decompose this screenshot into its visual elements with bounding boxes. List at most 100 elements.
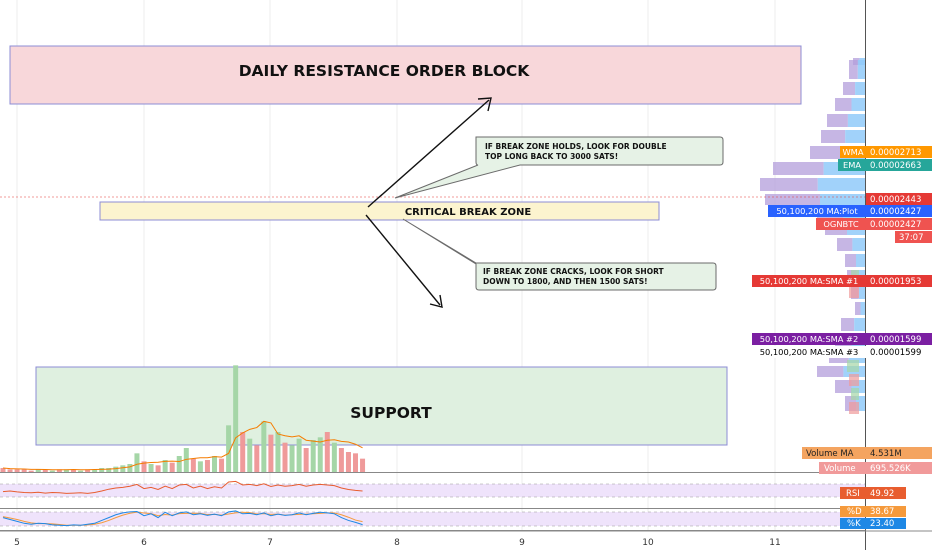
price-label-name-bg [752,333,866,345]
volume-bar [169,462,175,472]
volume-bar [190,458,196,472]
resistance-zone-label: DAILY RESISTANCE ORDER BLOCK [239,62,531,80]
volume-bar [331,442,337,472]
rsi-label: RSI 49.92 [840,487,906,499]
price-label-value-bg [866,146,932,158]
rsi-name: RSI [846,489,860,499]
volume-bar [219,458,225,472]
volume-profile-bar-sell [827,114,848,127]
volume-bar [42,469,48,472]
volume-bar [176,456,182,472]
volume-bar [303,448,309,472]
volume-bar [35,469,41,472]
price-label-value: 37:07 [899,233,924,243]
volume-profile-bar-sell [760,178,818,191]
critical-zone-label: CRITICAL BREAK ZONE [405,207,531,218]
volume-profile-bar-sell [835,98,852,111]
price-label-value-bg [866,333,932,345]
volume-ma-line [2,420,363,471]
volume-bar [120,465,126,472]
volume-bar [106,468,112,472]
stoch-band [0,512,865,526]
price-label-value: 0.00001599 [870,348,921,358]
price-label-value: 0.00001953 [870,277,921,287]
support-zone-label: SUPPORT [350,404,432,422]
callout-hold[interactable]: IF BREAK ZONE HOLDS, LOOK FOR DOUBLE TOP… [394,136,724,199]
volume-bar [345,452,351,472]
price-label-name-bg [840,146,866,158]
price-label-value: 0.00002443 [870,195,921,205]
time-tick-label: 9 [519,538,525,548]
price-label-value: 0.00002663 [870,161,921,171]
price-label-ognbtc: OGNBTC 0.00002427 [816,218,932,230]
volume-bar [247,438,253,472]
volume-ma-value: 4.531M [870,449,902,459]
volume-bar [360,458,366,472]
callout-hold-line1: IF BREAK ZONE HOLDS, LOOK FOR DOUBLE [485,142,667,151]
price-label-name: EMA [843,160,861,170]
arrow-up-head [477,97,492,112]
volume-bar [212,456,217,472]
volume-bar [183,448,189,472]
volume-bar [275,432,281,472]
volume-profile-bar-buy [852,238,865,251]
volume-bar [268,434,274,472]
price-label-sma1: 50,100,200 MA:SMA #1 0.00001953 [752,275,932,287]
price-label-close: 0.00002443 [866,193,932,205]
volume-bar [0,468,6,472]
volume-profile-bar-buy [856,396,865,411]
volume-bar [226,425,232,472]
volume-profile-bar-buy [855,82,865,95]
stoch-d-value: 38.67 [870,507,894,517]
stoch-k-label: %K 23.40 [840,518,906,529]
price-label-name: 50,100,200 MA:Plot [776,206,858,216]
volume-bar [233,365,239,472]
volume-profile-bar-sell [849,60,858,79]
stoch-d-name: %D [847,507,862,517]
volume-bar [204,460,210,472]
volume-profile-bar-sell [837,238,853,251]
volume-bar [141,461,147,472]
price-label-name: 50,100,200 MA:SMA #2 [760,334,859,344]
volume-bar [353,453,358,472]
arrow-down-line [365,214,441,306]
volume-profile-bar-sell [835,380,852,393]
volume-profile-bar-side [849,286,859,298]
volume-profile-bar-side [851,388,859,400]
volume-bar [14,469,20,472]
volume-profile-bar-buy [854,318,865,331]
volume-bar [162,460,168,472]
price-label-sma3: 50,100,200 MA:SMA #3 0.00001599 [752,346,932,358]
volume-profile-bar-side [847,360,859,372]
volume-profile-bar-buy [820,194,865,205]
volume-bar [261,421,267,472]
resistance-zone [9,45,802,105]
price-label-value: 0.00002427 [870,207,921,217]
stoch-k-value: 23.40 [870,519,894,529]
volume-bar [78,470,84,472]
volume-profile-bar-sell [821,130,846,143]
price-label-name-bg [752,275,866,287]
callout-crack[interactable]: IF BREAK ZONE CRACKS, LOOK FOR SHORT DOW… [402,218,717,291]
callout-crack-line1: IF BREAK ZONE CRACKS, LOOK FOR SHORT [483,267,665,276]
callout-crack-box [402,218,717,291]
volume-profile-bar-sell [845,254,856,267]
volume-profile-bar-buy [845,130,865,143]
volume-bar [49,470,55,472]
volume-ma-polyline [2,420,363,471]
volume-profile-bar-side [849,402,859,414]
volume-bar [134,453,140,472]
volume-profile-bar-buy [856,254,865,267]
volume-profile-bar-sell [855,302,861,315]
price-label-value-bg [866,159,932,171]
volume-bar [56,469,62,472]
price-label-sma2: 50,100,200 MA:SMA #2 0.00001599 [752,333,932,345]
volume-profile-bar-buy [851,98,865,111]
rsi-value: 49.92 [870,489,894,499]
volume-bar [127,464,133,472]
time-tick-label: 8 [394,538,400,548]
volume-profile-bar-sell [843,82,856,95]
volume-bar [85,469,91,472]
